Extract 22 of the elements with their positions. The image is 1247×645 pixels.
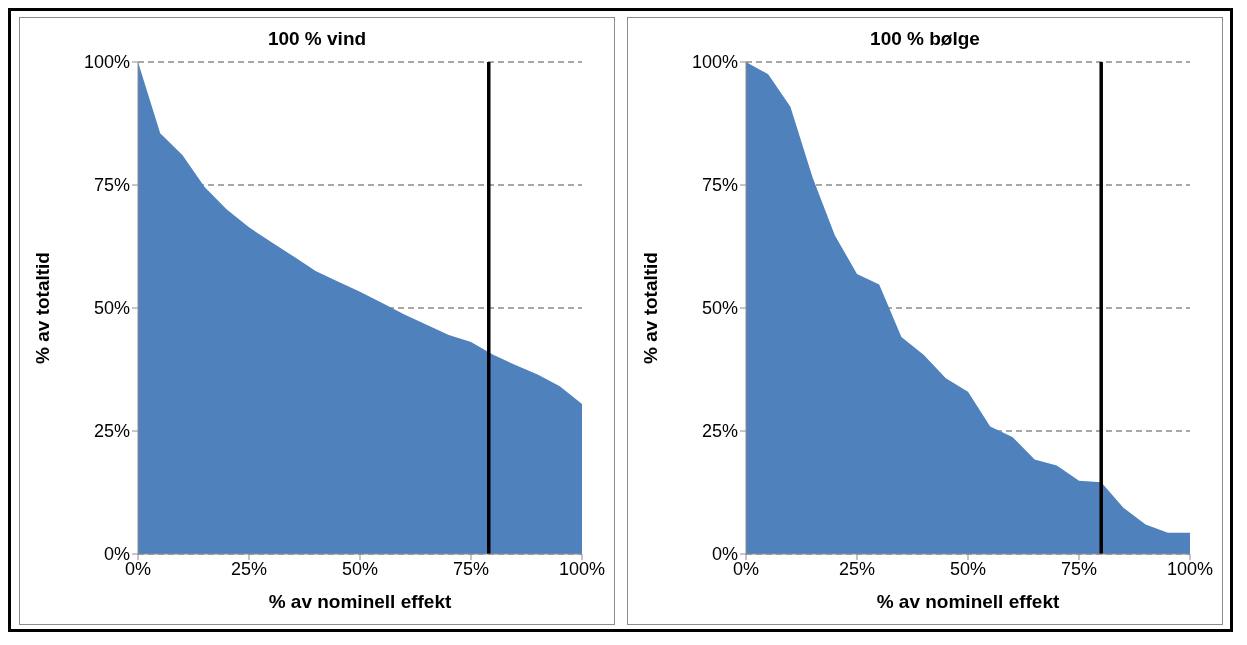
y-axis-title: % av totaltid <box>31 252 53 364</box>
x-tick-label: 25% <box>230 558 268 579</box>
x-tick-label: 50% <box>341 558 379 579</box>
y-tick-label: 25% <box>701 421 738 442</box>
x-tick-label: 100% <box>558 558 606 579</box>
chart-title: 100 % vind <box>266 28 368 50</box>
x-tick-label: 50% <box>949 558 987 579</box>
x-axis-title: % av nominell effekt <box>268 591 452 612</box>
y-tick-label: 50% <box>701 298 738 319</box>
x-tick-label: 25% <box>838 558 876 579</box>
y-tick-label: 100% <box>83 52 130 73</box>
x-axis-title: % av nominell effekt <box>876 591 1060 612</box>
x-tick-label: 75% <box>1060 558 1098 579</box>
chart-title: 100 % bølge <box>869 28 981 50</box>
y-tick-label: 75% <box>93 175 130 196</box>
y-tick-label: 25% <box>93 421 130 442</box>
y-axis-title: % av totaltid <box>639 252 661 364</box>
y-tick-label: 75% <box>701 175 738 196</box>
y-tick-label: 50% <box>93 298 130 319</box>
x-tick-label: 75% <box>452 558 490 579</box>
x-tick-label: 100% <box>1166 558 1214 579</box>
y-tick-label: 100% <box>691 52 738 73</box>
